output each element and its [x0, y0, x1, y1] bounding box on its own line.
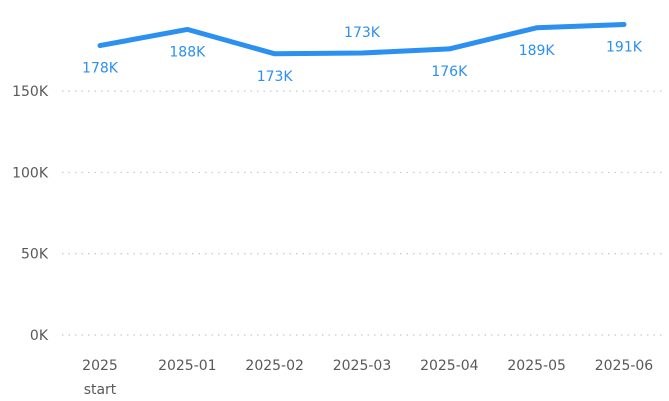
x-tick-label: 2025-04: [420, 358, 479, 374]
x-tick-label: start: [84, 382, 117, 398]
data-labels: 178K 188K 173K 173K 176K 189K 191K: [82, 25, 643, 85]
series-line-0: [97, 22, 627, 57]
data-label: 188K: [169, 44, 206, 60]
data-label: 173K: [257, 69, 294, 85]
data-label: 176K: [431, 64, 468, 80]
gridlines: [62, 90, 665, 336]
data-label: 191K: [606, 40, 643, 56]
x-tick-label: 2025-06: [595, 358, 654, 374]
y-tick-label: 50K: [21, 247, 49, 263]
x-tick-label: 2025: [82, 358, 118, 374]
y-tick-label: 150K: [12, 84, 49, 100]
data-label: 189K: [519, 43, 556, 59]
x-tick-label: 2025-01: [158, 358, 217, 374]
x-tick-label: 2025-02: [245, 358, 304, 374]
y-axis-tick-labels: 0K 50K 100K 150K: [12, 84, 49, 344]
y-tick-label: 100K: [12, 165, 49, 181]
data-label: 178K: [82, 61, 119, 77]
x-tick-label: 2025-05: [507, 358, 566, 374]
series-lines: [97, 22, 627, 57]
x-axis-tick-labels: 2025 start 2025-01 2025-02 2025-03 2025-04 202…: [82, 358, 653, 398]
x-tick-label: 2025-03: [333, 358, 392, 374]
data-label: 173K: [344, 25, 381, 41]
y-tick-label: 0K: [30, 328, 49, 344]
